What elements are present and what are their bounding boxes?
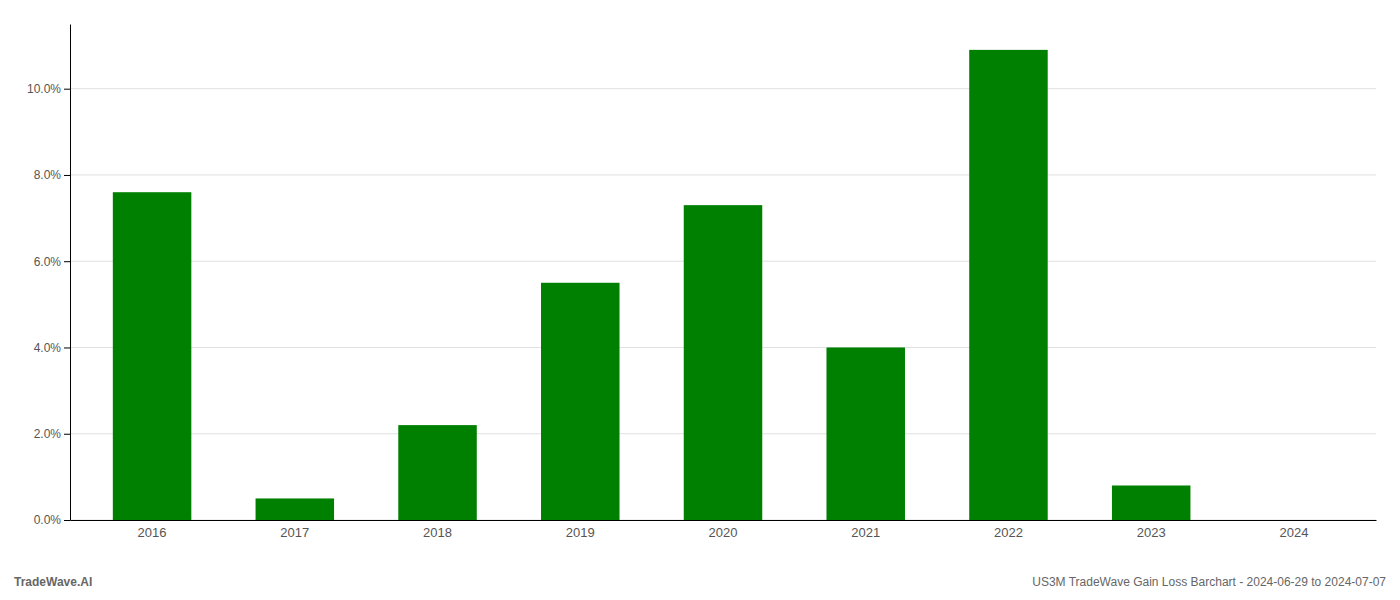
tick-label: 10.0%	[27, 82, 61, 96]
tick-label: 2022	[994, 525, 1023, 540]
bar	[826, 347, 905, 520]
grid-line	[70, 174, 1376, 175]
bars	[113, 50, 1191, 520]
tick-mark	[64, 175, 70, 176]
x-axis: 2016 2017 2018 2019 2020 2021 2022 2023 2024	[71, 521, 1377, 541]
tick-label: 8.0%	[34, 168, 62, 182]
bar	[541, 283, 620, 520]
bar	[1255, 520, 1334, 521]
bar	[1112, 485, 1191, 520]
axis-line	[71, 520, 1377, 521]
bar	[684, 205, 763, 520]
footer: TradeWave.AI US3M TradeWave Gain Loss Bar…	[14, 575, 1386, 589]
tick-label: 2024	[1279, 525, 1308, 540]
tick: 4.0%	[34, 341, 70, 355]
tick-label: 2021	[851, 525, 880, 540]
tick: 8.0%	[34, 168, 70, 182]
tick: 0.0%	[34, 513, 70, 527]
tick-mark	[64, 261, 70, 262]
tick-label: 2016	[138, 525, 167, 540]
tick: 2016	[138, 525, 167, 540]
footer-right: US3M TradeWave Gain Loss Barchart - 2024…	[1032, 575, 1386, 589]
chart: 0.0%2.0%4.0%6.0%8.0%10.0%201620172018201…	[0, 0, 1400, 600]
bar	[969, 50, 1048, 520]
y-axis: 0.0% 2.0% 4.0% 6.0% 8.0% 10.0%	[27, 25, 71, 528]
tick-label: 4.0%	[34, 341, 62, 355]
tick-label: 2.0%	[34, 427, 62, 441]
tick: 2017	[280, 525, 309, 540]
plot-area: 0.0%2.0%4.0%6.0%8.0%10.0%201620172018201…	[27, 25, 1377, 541]
tick: 2.0%	[34, 427, 70, 441]
tick-label: 2018	[423, 525, 452, 540]
tick-mark	[64, 434, 70, 435]
tick-label: 2019	[566, 525, 595, 540]
tick: 10.0%	[27, 82, 70, 96]
bar	[113, 192, 192, 520]
tick-label: 0.0%	[34, 513, 62, 527]
tick-label: 2017	[280, 525, 309, 540]
tick: 2021	[851, 525, 880, 540]
grid-line	[70, 88, 1376, 89]
axis-line	[70, 25, 71, 521]
footer-left: TradeWave.AI	[14, 575, 92, 589]
tick: 2024	[1279, 525, 1308, 540]
tick: 2020	[709, 525, 738, 540]
tick: 2022	[994, 525, 1023, 540]
tick: 2019	[566, 525, 595, 540]
tick-label: 6.0%	[34, 255, 62, 269]
tick-label: 2020	[709, 525, 738, 540]
tick-mark	[64, 520, 70, 521]
grid	[70, 89, 1376, 520]
tick-mark	[64, 89, 70, 90]
tick-label: 2023	[1137, 525, 1166, 540]
tick: 2023	[1137, 525, 1166, 540]
tick: 2018	[423, 525, 452, 540]
tick-mark	[64, 347, 70, 348]
bar	[256, 498, 335, 520]
bar	[398, 425, 477, 520]
tick: 6.0%	[34, 255, 70, 269]
